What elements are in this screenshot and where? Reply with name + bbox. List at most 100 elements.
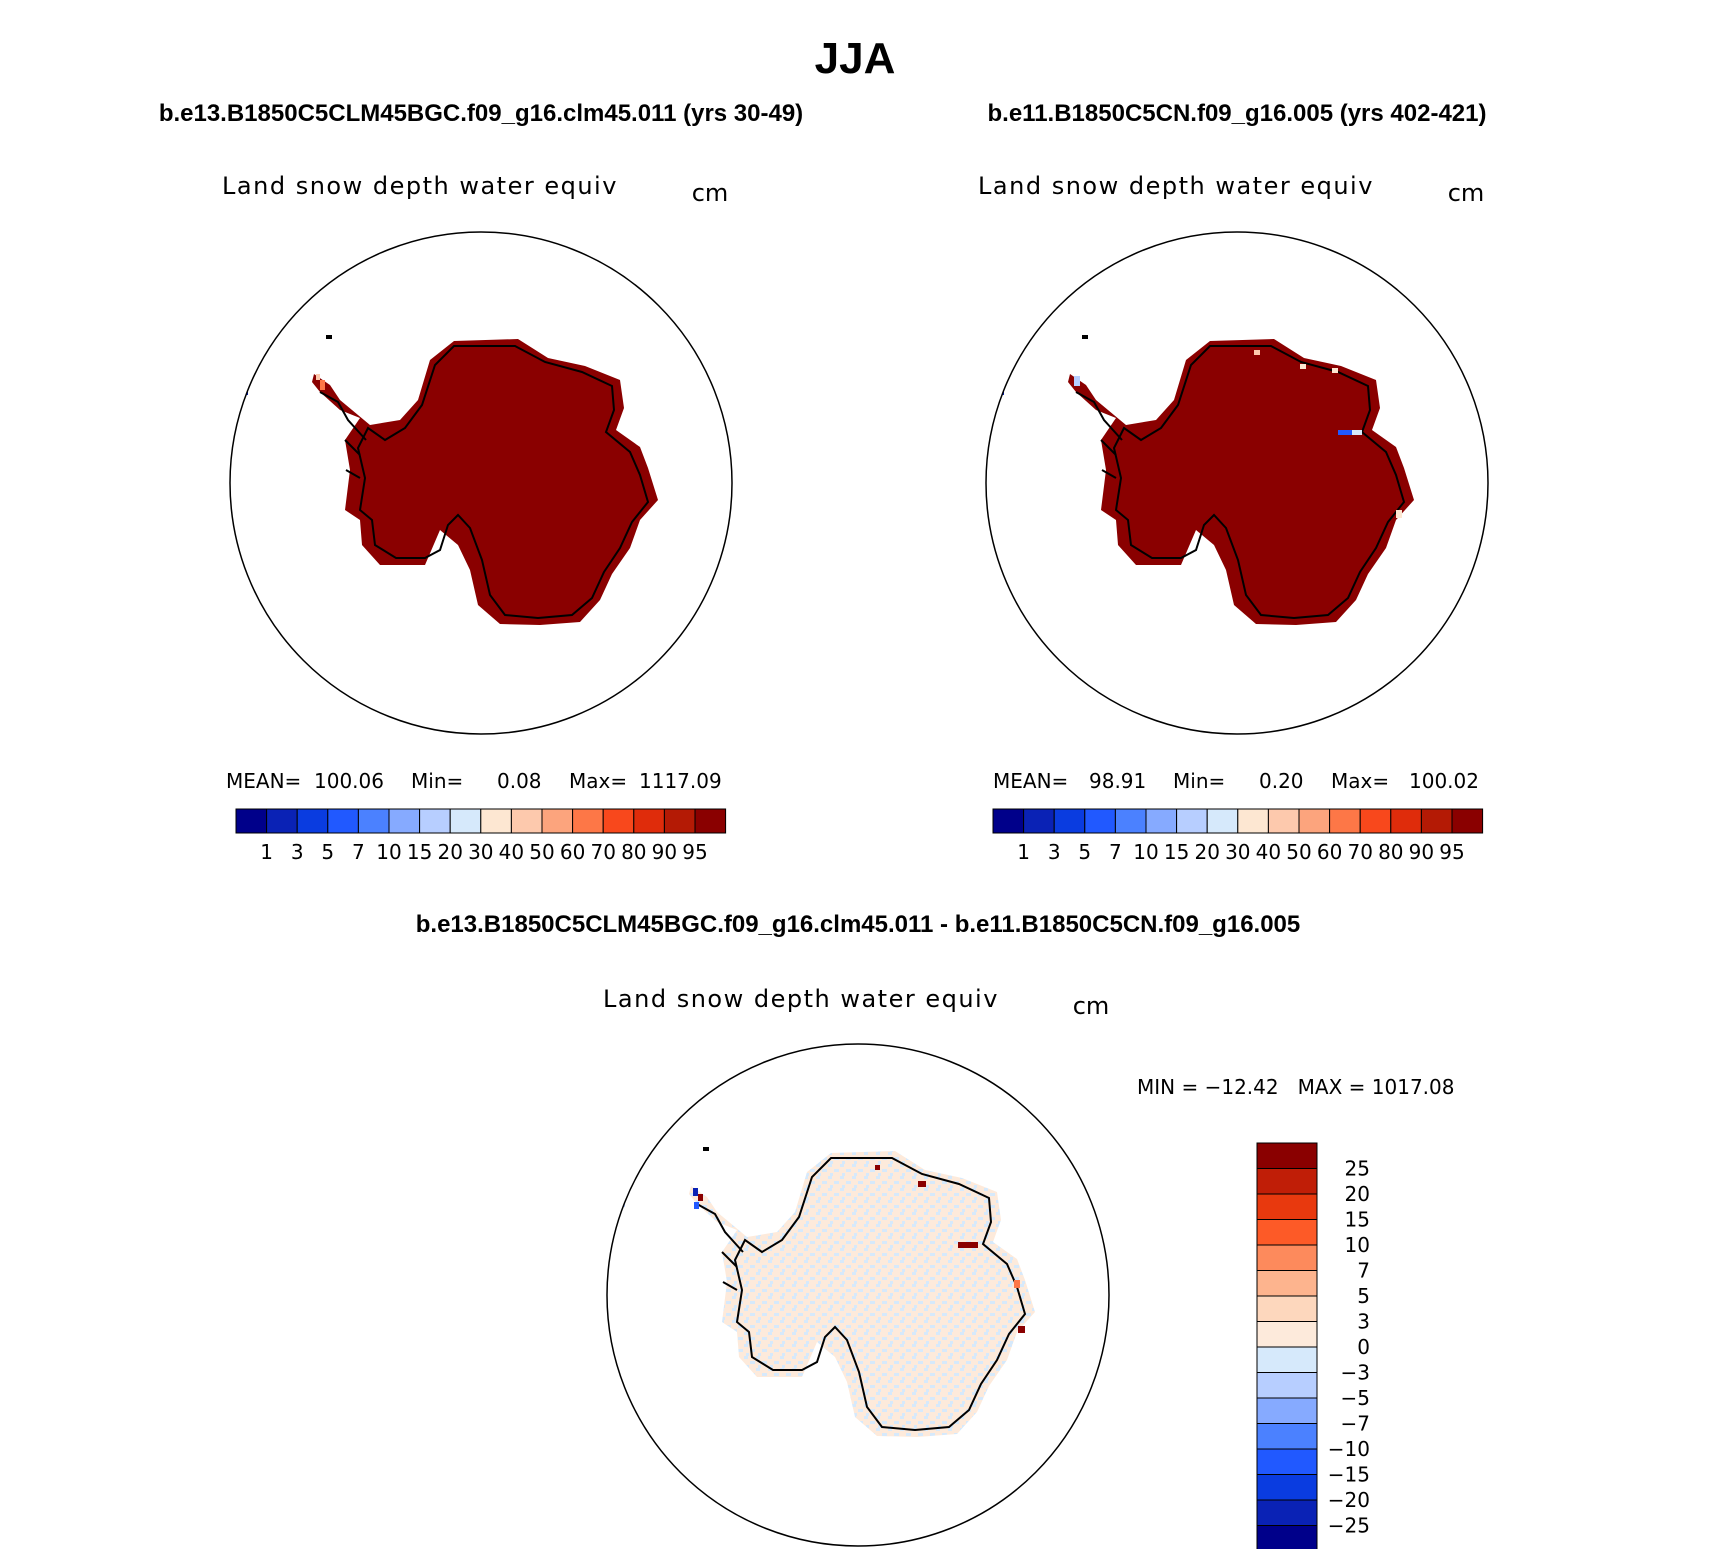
colorbar-diff-swatch xyxy=(1256,1168,1318,1195)
colorbar-diff-tick-label: 15 xyxy=(1345,1208,1370,1232)
panel-right-title: b.e11.B1850C5CN.f09_g16.005 (yrs 402-421… xyxy=(988,100,1487,127)
cell-diff-a xyxy=(693,1188,698,1196)
colorbar-left-tick-label: 70 xyxy=(590,840,615,864)
colorbar-diff-tick-label: 3 xyxy=(1357,1310,1370,1334)
colorbar-diff-swatch xyxy=(1256,1448,1318,1475)
colorbar-right-tick-label: 60 xyxy=(1317,840,1342,864)
stats-left-max-label: Max= xyxy=(569,769,627,793)
peninsula-right xyxy=(1075,391,1123,479)
colorbar-diff-tick-label: −7 xyxy=(1341,1412,1370,1436)
colorbar-right-swatch xyxy=(1420,808,1453,834)
stats-left-max: 1117.09 xyxy=(639,769,722,793)
map-left xyxy=(244,335,658,625)
colorbar-right-swatch xyxy=(1023,808,1055,834)
panel-diff: b.e13.B1850C5CLM45BGC.f09_g16.clm45.011 … xyxy=(416,911,1455,1549)
cell-diff-b xyxy=(698,1194,703,1201)
cell-right-g xyxy=(1396,510,1402,518)
panel-left: b.e13.B1850C5CLM45BGC.f09_g16.clm45.011 … xyxy=(159,100,803,864)
stats-right-min-label: Min= xyxy=(1173,769,1225,793)
colorbar-right-tick-label: 50 xyxy=(1286,840,1311,864)
colorbar-left-swatch xyxy=(388,808,421,834)
colorbar-diff-swatch xyxy=(1256,1474,1318,1501)
islet-diff xyxy=(703,1147,709,1151)
colorbar-left-swatch xyxy=(541,808,574,834)
colorbar-right-swatch xyxy=(1084,808,1116,834)
peninsula-diff xyxy=(696,1203,744,1291)
map-diff xyxy=(621,1147,1035,1437)
coastline-right xyxy=(1112,345,1406,620)
colorbar-diff-tick-label: −5 xyxy=(1341,1386,1370,1410)
stats-left-mean-label: MEAN= xyxy=(226,769,301,793)
colorbar-left-swatch xyxy=(602,808,635,834)
colorbar-diff-swatch xyxy=(1256,1346,1318,1373)
colorbar-left-swatch xyxy=(357,808,390,834)
peninsula-left xyxy=(319,391,367,479)
colorbar-diff-tick-label: 5 xyxy=(1357,1284,1370,1308)
colorbar-left: 1 3 5 7 10 15 20 30 40 50 60 70 80 90 95 xyxy=(235,808,727,864)
cell-diff-d xyxy=(875,1165,880,1170)
colorbar-diff-tick-label: 20 xyxy=(1345,1182,1370,1206)
colorbar-left-swatch xyxy=(694,808,727,834)
colorbar-right-swatch xyxy=(1267,808,1300,834)
cell-diff-h xyxy=(1018,1326,1025,1333)
panel-left-title: b.e13.B1850C5CLM45BGC.f09_g16.clm45.011 … xyxy=(159,100,803,127)
colorbar-left-swatch xyxy=(235,808,268,834)
colorbar-left-tick-label: 20 xyxy=(437,840,462,864)
colorbar-left-tick-label: 60 xyxy=(560,840,585,864)
stats-right-mean-label: MEAN= xyxy=(993,769,1068,793)
stats-right-mean: 98.91 xyxy=(1089,769,1146,793)
coastline-diff xyxy=(733,1157,1027,1432)
stats-right-max: 100.02 xyxy=(1409,769,1479,793)
cell-diff-g xyxy=(1014,1280,1020,1288)
panel-left-units: cm xyxy=(692,179,729,207)
colorbar-right-swatch xyxy=(1206,808,1239,834)
colorbar-right-tick-label: 3 xyxy=(1048,840,1061,864)
islet-right xyxy=(1082,335,1088,339)
colorbar-right-tick-label: 1 xyxy=(1017,840,1030,864)
colorbar-diff-tick-label: 10 xyxy=(1345,1233,1370,1257)
colorbar-right-tick-label: 10 xyxy=(1133,840,1158,864)
colorbar-left-tick-label: 95 xyxy=(682,840,707,864)
islet-left xyxy=(326,335,332,339)
colorbar-diff-swatch xyxy=(1256,1525,1318,1549)
colorbar-right-swatch xyxy=(1237,808,1269,834)
colorbar-diff-tick-label: 0 xyxy=(1357,1335,1370,1359)
panel-right-units: cm xyxy=(1448,179,1485,207)
colorbar-right-tick-label: 20 xyxy=(1194,840,1219,864)
stats-left-min-label: Min= xyxy=(411,769,463,793)
stats-left: MEAN= 100.06 Min= 0.08 Max= 1117.09 xyxy=(226,769,722,793)
colorbar-diff-swatch xyxy=(1256,1397,1318,1424)
cell-diff-c xyxy=(694,1202,699,1209)
colorbar-diff-swatch xyxy=(1256,1499,1318,1526)
colorbar-right-swatch xyxy=(1114,808,1147,834)
map-boundary-diff xyxy=(606,1043,1110,1547)
colorbar-left-tick-label: 40 xyxy=(499,840,524,864)
colorbar-diff-swatch xyxy=(1256,1372,1318,1399)
colorbar-diff-tick-label: −15 xyxy=(1328,1463,1370,1487)
colorbar-left-tick-label: 10 xyxy=(376,840,401,864)
stats-right-min: 0.20 xyxy=(1259,769,1304,793)
colorbar-diff-tick-label: −3 xyxy=(1341,1361,1370,1385)
colorbar-right: 1 3 5 7 10 15 20 30 40 50 60 70 80 90 95 xyxy=(992,808,1484,864)
panel-right-variable: Land snow depth water equiv xyxy=(978,172,1374,200)
colorbar-left-tick-label: 1 xyxy=(260,840,273,864)
colorbar-diff-swatch xyxy=(1256,1244,1318,1271)
colorbar-right-tick-label: 40 xyxy=(1256,840,1281,864)
colorbar-diff-tick-label: 7 xyxy=(1357,1259,1370,1283)
colorbar-left-tick-label: 90 xyxy=(652,840,677,864)
panel-diff-units: cm xyxy=(1073,992,1110,1020)
colorbar-diff-swatch xyxy=(1256,1142,1318,1169)
colorbar-right-swatch xyxy=(992,808,1025,834)
colorbar-right-tick-label: 90 xyxy=(1409,840,1434,864)
cell-right-b xyxy=(1254,350,1260,355)
colorbar-right-swatch xyxy=(1176,808,1208,834)
figure-title: JJA xyxy=(815,34,896,83)
cell-left-a xyxy=(320,380,325,390)
colorbar-diff-tick-label: −20 xyxy=(1328,1488,1370,1512)
colorbar-right-tick-label: 5 xyxy=(1078,840,1091,864)
coastline-left xyxy=(356,345,650,620)
colorbar-diff-tick-label: 25 xyxy=(1345,1157,1370,1181)
colorbar-right-swatch xyxy=(1053,808,1086,834)
